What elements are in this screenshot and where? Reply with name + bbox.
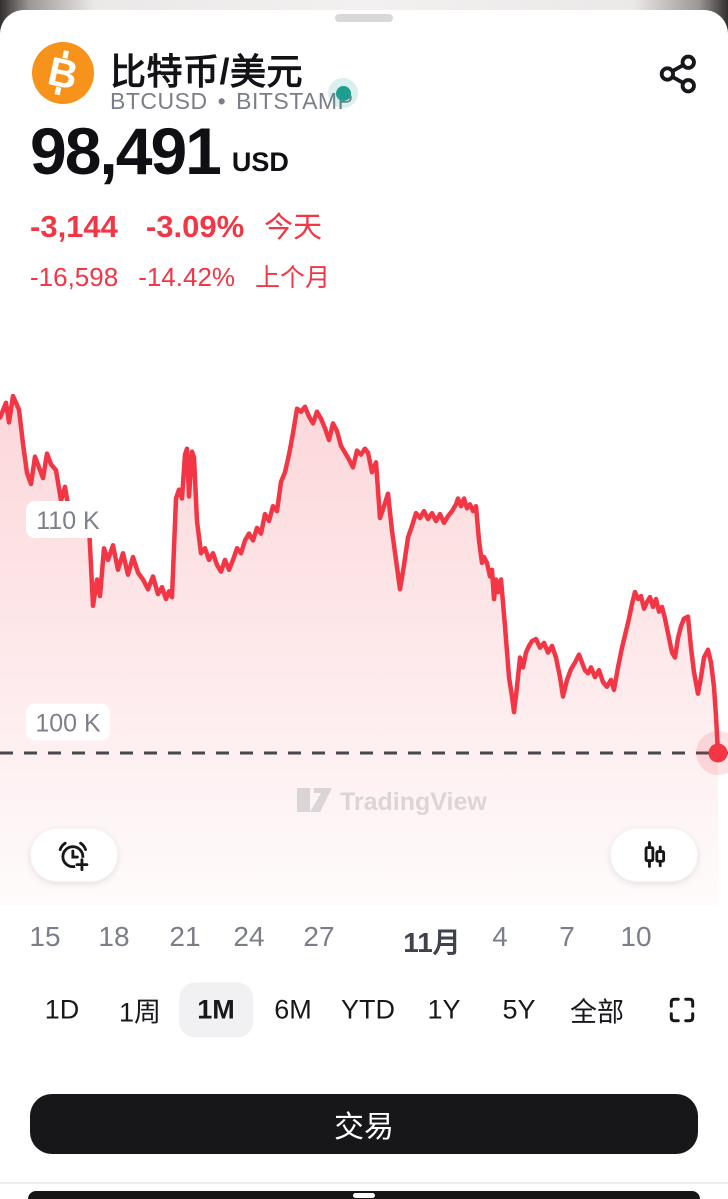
market-status-dot — [328, 78, 358, 108]
bitcoin-logo: B — [32, 42, 94, 104]
range-tab-5y[interactable]: 5Y — [484, 983, 553, 1038]
svg-text:TradingView: TradingView — [340, 788, 487, 816]
page-title: 比特币/美元 — [110, 51, 304, 92]
share-icon — [659, 54, 696, 94]
x-axis-tick: 27 — [303, 921, 335, 952]
change-period-label: 上个月 — [255, 264, 331, 292]
range-tab-all[interactable]: 全部 — [552, 979, 642, 1042]
x-axis-tick: 18 — [98, 921, 130, 952]
fullscreen-button[interactable] — [659, 987, 705, 1033]
range-tab-1d[interactable]: 1D — [27, 983, 98, 1038]
change-pct: -3.09% — [145, 209, 245, 244]
fullscreen-icon — [669, 997, 695, 1023]
bullet-separator: • — [217, 88, 227, 114]
symbol-label: BTCUSD — [110, 88, 208, 114]
range-tab-1w[interactable]: 1周 — [101, 979, 179, 1042]
share-button[interactable] — [654, 50, 702, 98]
tradingview-watermark: TradingView — [297, 788, 487, 816]
y-axis-label: 100 K — [35, 709, 101, 737]
x-axis-tick: 21 — [169, 921, 201, 952]
range-tab-6m[interactable]: 6M — [256, 983, 330, 1038]
change-abs: -16,598 — [30, 262, 119, 292]
drag-handle[interactable] — [335, 14, 393, 22]
exchange-label: BITSTAMP — [236, 88, 354, 114]
x-axis-tick: 11月 — [403, 927, 461, 958]
next-sheet-edge — [28, 1191, 700, 1199]
divider — [0, 1182, 728, 1184]
add-alert-button[interactable] — [30, 828, 118, 882]
area-fill — [0, 396, 718, 905]
range-tab-ytd[interactable]: YTD — [323, 983, 413, 1038]
x-axis-tick: 4 — [492, 921, 508, 952]
y-axis-label: 110 K — [36, 507, 100, 535]
symbol-bottom-sheet: B 比特币/美元 BTCUSD • BITSTAMP 98,491 USD -3… — [0, 10, 728, 1199]
bitcoin-icon: B — [44, 48, 82, 98]
price-row: 98,491 USD — [30, 118, 289, 184]
symbol-exchange: BTCUSD • BITSTAMP — [110, 88, 353, 115]
range-tab-1m[interactable]: 1M — [179, 982, 253, 1038]
range-tab-bar: 1D 1周 1M 6M YTD 1Y 5Y 全部 — [0, 972, 728, 1048]
range-tab-1y[interactable]: 1Y — [409, 983, 478, 1038]
trade-button[interactable]: 交易 — [30, 1094, 698, 1154]
price-line-series — [0, 393, 721, 756]
last-price-dot — [708, 743, 728, 763]
last-price: 98,491 — [30, 114, 222, 188]
change-today: -3,144 -3.09% 今天 — [30, 204, 322, 246]
chart-type-button[interactable] — [610, 828, 698, 882]
x-axis-tick: 10 — [620, 921, 652, 952]
x-axis-tick: 24 — [233, 921, 265, 952]
change-period-label: 今天 — [264, 212, 323, 244]
candles-icon — [644, 841, 666, 868]
svg-text:B: B — [44, 48, 82, 98]
currency-label: USD — [231, 147, 289, 177]
alarm-plus-icon — [58, 841, 89, 872]
change-month: -16,598 -14.42% 上个月 — [30, 258, 330, 294]
change-pct: -14.42% — [138, 262, 236, 292]
x-axis-tick: 7 — [559, 921, 575, 952]
x-axis: 15 18 21 24 27 11月 4 7 10 — [0, 915, 728, 959]
change-abs: -3,144 — [30, 209, 118, 244]
y-axis-labels: 110 K 100 K — [26, 501, 110, 741]
price-chart[interactable]: 110 K 100 K TradingView — [0, 330, 728, 905]
x-axis-tick: 15 — [29, 921, 61, 952]
